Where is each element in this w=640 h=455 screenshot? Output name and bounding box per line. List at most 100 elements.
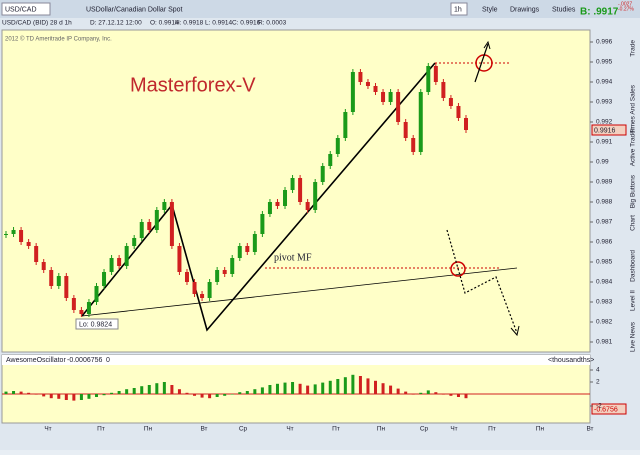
candle — [267, 202, 272, 214]
side-tab[interactable]: Level II — [630, 290, 637, 311]
candle — [373, 86, 378, 92]
info: H: 0.9918 — [175, 20, 204, 27]
side-tab[interactable]: Big Buttons — [630, 174, 637, 208]
side-tab[interactable]: Times And Sales — [630, 84, 637, 133]
osc-bar — [456, 394, 460, 397]
osc-bar — [238, 392, 242, 394]
osc-bar — [336, 379, 340, 394]
osc-bar — [245, 391, 249, 394]
bid: B: .9917 — [580, 7, 619, 18]
osc-bar — [328, 380, 332, 394]
candle — [230, 258, 235, 274]
y-tick-label: 0.982 — [596, 319, 613, 326]
candle — [403, 122, 408, 138]
osc-bar — [155, 383, 159, 394]
osc-bar — [268, 385, 272, 394]
candle — [49, 270, 54, 286]
x-tick-label: Пн — [536, 426, 545, 433]
button[interactable]: Style — [482, 6, 498, 13]
x-tick-label: Чт — [450, 426, 457, 433]
candle — [71, 298, 76, 310]
osc-bar — [42, 394, 46, 397]
description: USDollar/Canadian Dollar Spot — [86, 6, 183, 13]
candle — [305, 202, 310, 210]
oscillator-pane — [1, 354, 591, 424]
low-box — [75, 318, 119, 330]
osc-bar — [27, 392, 31, 394]
osc-bar — [298, 383, 302, 394]
osc-bar — [34, 394, 38, 395]
osc-bar — [223, 394, 227, 396]
side-tab[interactable]: Chart — [630, 215, 637, 231]
candle — [245, 246, 250, 252]
osc-bar — [306, 385, 310, 394]
y-tick-label: 0.981 — [596, 339, 613, 346]
oscillator-unit: <thousandths> — [548, 357, 594, 364]
osc-bar — [321, 382, 325, 394]
osc-bar — [12, 391, 16, 394]
osc-bar — [147, 385, 151, 394]
osc-bar — [313, 384, 317, 394]
info: C: 0.9916 — [232, 20, 261, 27]
side-tab[interactable]: Dashboard — [630, 250, 637, 282]
osc-bar — [170, 385, 174, 394]
side-tab[interactable]: Live News — [630, 321, 637, 352]
y-tick-label: 0.99 — [596, 159, 609, 166]
button[interactable]: Studies — [552, 6, 576, 13]
osc-tag — [591, 403, 627, 415]
y-tick-label: 0.984 — [596, 279, 613, 286]
candle — [64, 276, 69, 298]
candle — [388, 92, 393, 102]
y-tick-label: 0.993 — [596, 99, 613, 106]
candle — [433, 66, 438, 82]
osc-bar — [72, 394, 76, 401]
price-pane — [1, 29, 591, 353]
candle — [222, 270, 227, 274]
price-tag-text: 0.9916 — [594, 127, 616, 134]
candle — [94, 286, 99, 302]
candle — [343, 112, 348, 138]
candle — [177, 246, 182, 272]
candle — [184, 272, 189, 282]
candle — [79, 310, 84, 314]
side-tab[interactable]: Trade — [630, 40, 637, 57]
candle — [26, 242, 31, 246]
x-tick-label: Ср — [420, 426, 429, 433]
info: USD/CAD (BID) 28 d 1h — [2, 20, 72, 27]
y-tick-label: 0.987 — [596, 219, 613, 226]
x-tick-label: Пт — [97, 426, 105, 433]
candle — [109, 258, 114, 272]
arrow-head — [510, 325, 520, 337]
candle — [11, 230, 16, 234]
info: D: 27.12.12 12:00 — [90, 20, 142, 27]
osc-bar — [366, 378, 370, 394]
annotation: pivot MF — [274, 252, 312, 263]
candle — [169, 202, 174, 246]
osc-bar — [449, 394, 453, 396]
osc-bar — [125, 389, 129, 394]
interval-box[interactable] — [450, 2, 468, 16]
candle — [283, 190, 288, 206]
candle — [350, 72, 355, 112]
candle — [456, 106, 461, 118]
y-tick-label: 0.991 — [596, 139, 613, 146]
osc-bar — [193, 394, 197, 396]
info: O: 0.9914 — [150, 20, 179, 27]
side-tab[interactable]: Active Trader — [630, 127, 637, 166]
symbol-box[interactable] — [1, 2, 51, 16]
osc-bar — [162, 382, 166, 394]
x-tick-label: Ср — [239, 426, 248, 433]
button[interactable]: Drawings — [510, 6, 540, 13]
candle — [192, 282, 197, 294]
y-tick-label: -2 — [596, 403, 602, 410]
arrow — [474, 43, 489, 83]
candle — [86, 302, 91, 314]
x-tick-label: Чт — [286, 426, 293, 433]
candle — [358, 72, 363, 82]
candle — [275, 202, 280, 206]
y-tick-label: 0.992 — [596, 119, 613, 126]
osc-bar — [79, 394, 83, 400]
toolbar — [0, 0, 640, 18]
candle — [396, 92, 401, 122]
osc-bar — [200, 394, 204, 398]
